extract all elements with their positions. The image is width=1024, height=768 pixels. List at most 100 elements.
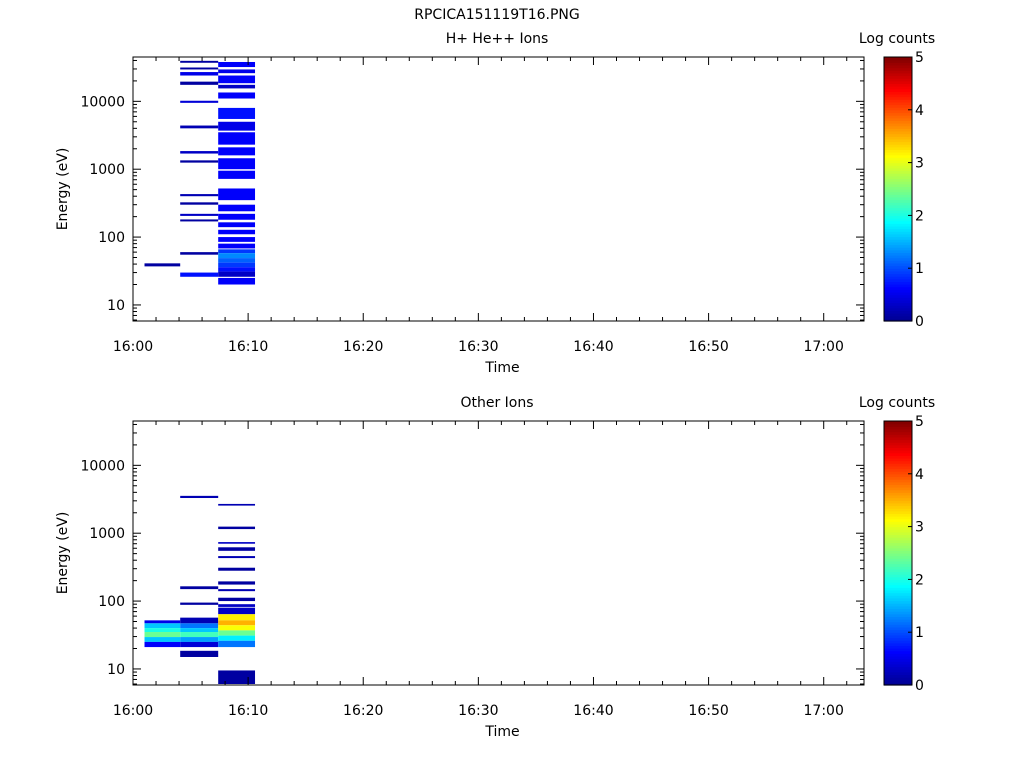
- heatmap-cell: [218, 158, 256, 170]
- colorbar-swatch: [884, 120, 912, 124]
- colorbar-swatch: [884, 428, 912, 433]
- colorbar-swatch: [884, 57, 912, 61]
- colorbar-swatch: [884, 563, 912, 567]
- colorbar-swatch: [884, 542, 912, 546]
- colorbar-swatch: [884, 96, 912, 100]
- colorbar-swatch: [884, 178, 912, 182]
- colorbar-swatch: [884, 297, 912, 301]
- colorbar-swatch: [884, 141, 912, 145]
- colorbar-swatch: [884, 484, 912, 488]
- colorbar-swatch: [884, 91, 912, 95]
- colorbar-swatch: [884, 307, 912, 312]
- heatmap-cell: [218, 204, 256, 212]
- colorbar-swatch: [884, 624, 912, 628]
- heatmap-cell: [180, 194, 219, 197]
- colorbar-swatch: [884, 313, 912, 317]
- colorbar-swatch: [884, 508, 912, 512]
- colorbar-tick-label: 1: [915, 625, 924, 641]
- colorbar-swatch: [884, 637, 912, 641]
- x-tick-label: 16:00: [113, 339, 153, 355]
- colorbar-swatch: [884, 671, 912, 676]
- heatmap-cells: [144, 60, 256, 285]
- heatmap-cell: [144, 641, 181, 648]
- heatmap-cell: [180, 160, 219, 163]
- heatmap-cell: [180, 602, 219, 605]
- colorbar-swatch: [884, 645, 912, 649]
- x-tick-label: 16:50: [688, 339, 728, 355]
- y-tick-label: 1000: [89, 526, 125, 542]
- y-tick-label: 100: [98, 230, 125, 246]
- colorbar-swatch: [884, 468, 912, 472]
- colorbar-swatch: [884, 136, 912, 140]
- figure-title: RPCICA151119T16.PNG: [414, 7, 579, 23]
- colorbar-swatch: [884, 154, 912, 158]
- colorbar-swatch: [884, 202, 912, 206]
- colorbar-swatch: [884, 553, 912, 557]
- colorbar-swatch: [884, 302, 912, 306]
- colorbar-swatch: [884, 471, 912, 475]
- colorbar-swatch: [884, 663, 912, 668]
- colorbar-swatch: [884, 531, 912, 536]
- colorbar-swatch: [884, 605, 912, 610]
- heatmap-cell: [180, 151, 219, 154]
- colorbar-swatch: [884, 225, 912, 230]
- heatmap-cell: [218, 229, 256, 235]
- y-tick-label: 10000: [80, 458, 125, 474]
- colorbar-swatch: [884, 597, 912, 602]
- x-tick-label: 16:00: [113, 703, 153, 719]
- heatmap-cell: [218, 271, 256, 277]
- colorbar-swatch: [884, 658, 912, 662]
- colorbar-swatch: [884, 502, 912, 507]
- colorbar-swatch: [884, 571, 912, 575]
- colorbar-swatch: [884, 682, 912, 686]
- colorbar-tick-label: 4: [915, 467, 924, 483]
- colorbar-swatch: [884, 88, 912, 92]
- colorbar-swatch: [884, 236, 912, 240]
- heatmap-cell: [218, 170, 256, 179]
- colorbar-swatch: [884, 634, 912, 639]
- heatmap-cell: [180, 219, 219, 222]
- colorbar-swatch: [884, 130, 912, 135]
- colorbar-swatch: [884, 537, 912, 541]
- colorbar-swatch: [884, 510, 912, 514]
- colorbar-swatch: [884, 587, 912, 591]
- colorbar-swatch: [884, 574, 912, 578]
- colorbar-swatch: [884, 281, 912, 285]
- heatmap-cell: [180, 100, 219, 103]
- colorbar-swatch: [884, 629, 912, 633]
- colorbar-swatch: [884, 257, 912, 261]
- heatmap-cell: [218, 69, 256, 74]
- colorbar-swatch: [884, 600, 912, 604]
- colorbar-swatch: [884, 516, 912, 520]
- colorbar-tick-label: 3: [915, 520, 924, 536]
- colorbar-swatch: [884, 212, 912, 216]
- x-axis-label: Time: [484, 724, 519, 740]
- heatmap-cells: [144, 495, 256, 685]
- heatmap-cell: [218, 107, 256, 119]
- colorbar-swatch: [884, 650, 912, 654]
- colorbar-swatch: [884, 181, 912, 185]
- colorbar-swatch: [884, 534, 912, 538]
- heatmap-cell: [218, 542, 256, 544]
- x-tick-label: 16:30: [458, 703, 498, 719]
- colorbar-swatch: [884, 494, 912, 499]
- colorbar-swatch: [884, 72, 912, 77]
- heatmap-cell: [218, 75, 256, 84]
- colorbar-swatch: [884, 521, 912, 525]
- colorbar-swatch: [884, 640, 912, 644]
- colorbar-swatch: [884, 75, 912, 79]
- colorbar-swatch: [884, 241, 912, 246]
- colorbar-swatch: [884, 265, 912, 269]
- colorbar-swatch: [884, 457, 912, 462]
- colorbar-swatch: [884, 434, 912, 438]
- colorbar-swatch: [884, 603, 912, 607]
- colorbar-swatch: [884, 291, 912, 296]
- colorbar-swatch: [884, 189, 912, 193]
- colorbar-swatch: [884, 450, 912, 454]
- heatmap-cell: [218, 262, 256, 268]
- x-tick-label: 16:20: [343, 339, 383, 355]
- colorbar-swatch: [884, 436, 912, 441]
- colorbar-swatch: [884, 452, 912, 456]
- colorbar-frame: [883, 56, 913, 322]
